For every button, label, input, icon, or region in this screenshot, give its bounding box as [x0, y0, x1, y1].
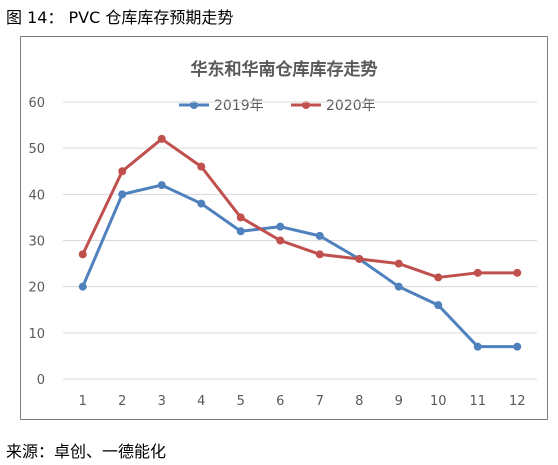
x-tick-label: 11 — [469, 394, 486, 409]
x-tick-label: 4 — [197, 394, 205, 409]
x-tick-label: 9 — [395, 394, 403, 409]
data-point — [473, 342, 482, 351]
data-point — [315, 250, 324, 259]
series-1 — [78, 134, 522, 282]
x-tick-label: 5 — [237, 394, 245, 409]
data-point — [394, 282, 403, 291]
series-line — [81, 183, 519, 349]
x-tick-label: 3 — [158, 394, 166, 409]
x-tick-label: 7 — [316, 394, 324, 409]
legend-item: 2020年 — [291, 98, 376, 114]
x-tick-label: 8 — [355, 394, 363, 409]
data-point — [197, 162, 206, 171]
legend-marker — [190, 101, 198, 109]
data-point — [157, 134, 166, 143]
x-tick-label: 2 — [118, 394, 126, 409]
data-point — [276, 222, 285, 231]
legend-label: 2020年 — [326, 98, 376, 114]
chart-title: 华东和华南仓库库存走势 — [191, 59, 378, 80]
data-point — [157, 181, 166, 190]
data-point — [434, 273, 443, 282]
legend-label: 2019年 — [214, 98, 264, 114]
data-point — [394, 259, 403, 268]
y-tick-label: 50 — [28, 142, 45, 157]
y-tick-label: 0 — [37, 373, 45, 388]
data-point — [78, 282, 87, 291]
legend-item: 2019年 — [179, 98, 264, 114]
legend-marker — [302, 101, 310, 109]
chart-legend: 2019年 2020年 — [179, 98, 376, 114]
x-tick-label: 12 — [509, 394, 526, 409]
data-point — [473, 268, 482, 277]
y-tick-label: 30 — [28, 235, 45, 250]
x-tick-label: 10 — [430, 394, 447, 409]
data-point — [355, 254, 364, 263]
data-point — [236, 213, 245, 222]
x-tick-label: 6 — [276, 394, 284, 409]
data-point — [276, 236, 285, 245]
series-line — [81, 137, 519, 279]
data-point — [197, 199, 206, 208]
series-0 — [78, 181, 522, 351]
data-point — [236, 227, 245, 236]
chart-gridlines — [63, 101, 537, 380]
y-tick-label: 10 — [28, 327, 45, 342]
y-tick-label: 60 — [28, 96, 45, 111]
data-point — [118, 190, 127, 199]
y-tick-label: 20 — [28, 281, 45, 296]
source-note: 来源：卓创、一德能化 — [6, 442, 167, 461]
y-axis-ticks: 0 10 20 30 40 50 60 — [28, 96, 45, 388]
y-tick-label: 40 — [28, 188, 45, 203]
data-point — [78, 250, 87, 259]
data-point — [118, 167, 127, 176]
data-point — [513, 342, 522, 351]
x-axis-ticks: 1 2 3 4 5 6 7 8 9 10 11 12 — [79, 394, 526, 409]
data-point — [315, 231, 324, 240]
data-point — [434, 301, 443, 310]
x-tick-label: 1 — [79, 394, 87, 409]
data-point — [513, 268, 522, 277]
figure-caption: 图 14： PVC 仓库库存预期走势 — [6, 8, 234, 27]
chart-series — [78, 134, 522, 351]
